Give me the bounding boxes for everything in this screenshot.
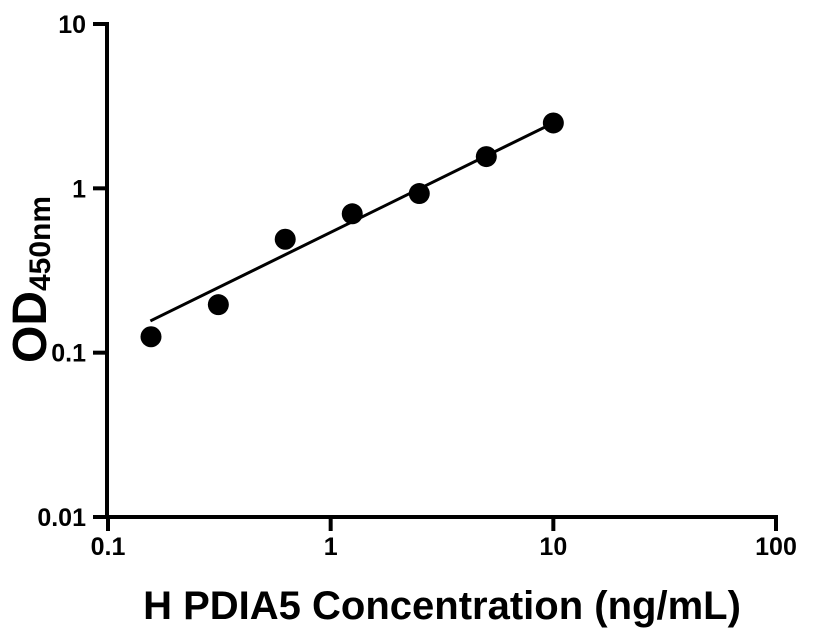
- y-tick-label: 10: [58, 11, 86, 39]
- y-axis-title-main: OD: [4, 291, 57, 363]
- y-axis-title-subscript: 450nm: [24, 196, 57, 291]
- y-axis-title: OD450nm: [4, 196, 57, 363]
- y-tick-label: 1: [72, 175, 86, 203]
- axis-spine: [105, 22, 778, 519]
- axis-ticks: [93, 22, 779, 531]
- x-tick-label: 10: [539, 533, 567, 561]
- y-tick-label: 0.01: [37, 504, 86, 532]
- data-point-marker: [207, 294, 229, 316]
- axes: [105, 22, 778, 519]
- x-tick-label: 1: [324, 533, 338, 561]
- data-point-marker: [542, 112, 564, 134]
- x-tick-label: 0.1: [91, 533, 126, 561]
- data-point-marker: [475, 146, 497, 168]
- y-tick-label: 0.1: [51, 340, 86, 368]
- data-point-marker: [274, 228, 296, 250]
- x-tick-label: 100: [755, 533, 797, 561]
- data-point-marker: [140, 326, 162, 348]
- data-point-marker: [341, 203, 363, 225]
- data-point-marker: [408, 183, 430, 205]
- data-points: [140, 112, 564, 348]
- x-axis-title: H PDIA5 Concentration (ng/mL): [143, 584, 741, 628]
